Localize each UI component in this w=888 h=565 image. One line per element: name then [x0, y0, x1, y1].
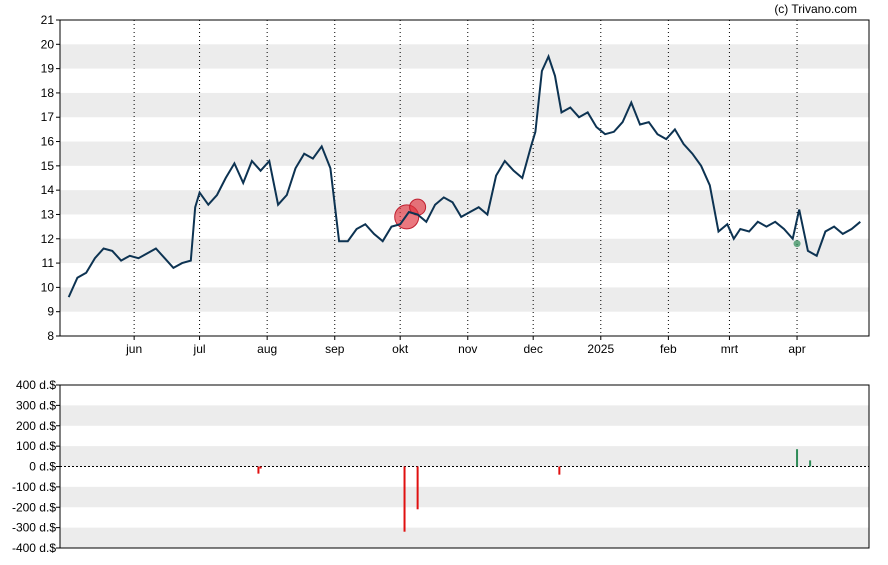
y-tick-label: -400 d.$: [12, 541, 56, 555]
y-tick-label: 14: [41, 183, 55, 197]
y-tick-label: 20: [41, 37, 55, 51]
y-tick-label: 16: [41, 135, 55, 149]
price-chart-bands: [60, 44, 869, 312]
y-tick-label: 100 d.$: [16, 439, 56, 453]
volume-chart-bands: [60, 405, 869, 548]
price-band: [60, 141, 869, 166]
x-tick-label: jul: [193, 342, 206, 356]
x-tick-label: okt: [392, 342, 409, 356]
insider-sell-bar: [257, 466, 260, 474]
price-band: [60, 190, 869, 215]
y-tick-label: 300 d.$: [16, 398, 56, 412]
x-tick-label: dec: [524, 342, 543, 356]
x-tick-label: aug: [257, 342, 277, 356]
y-tick-label: 400 d.$: [16, 378, 56, 392]
price-chart-axes: [59, 19, 870, 337]
volume-chart-y-tick-labels: -400 d.$ -300 d.$ -200 d.$ -100 d.$ 0 d.$ 100…: [12, 378, 60, 555]
volume-band: [60, 405, 869, 426]
y-tick-label: -100 d.$: [12, 480, 56, 494]
x-tick-label: sep: [325, 342, 345, 356]
y-tick-label: 0 d.$: [29, 460, 56, 474]
volume-chart-bars: [257, 449, 812, 532]
y-tick-label: 10: [41, 280, 55, 294]
volume-band: [60, 446, 869, 467]
y-tick-label: 9: [47, 305, 54, 319]
x-tick-label: apr: [788, 342, 805, 356]
y-tick-label: 21: [41, 13, 55, 27]
x-tick-label: 2025: [587, 342, 614, 356]
x-tick-label: feb: [660, 342, 677, 356]
price-chart-y-tick-labels: 8 9 10 11 12 13 14 15 16 17 18 19 20 21: [41, 13, 60, 343]
y-tick-label: 13: [41, 207, 55, 221]
x-tick-label: jun: [125, 342, 142, 356]
y-tick-label: 11: [42, 256, 55, 270]
insider-buy-marker: [793, 240, 801, 248]
insider-sell-bar: [558, 466, 561, 475]
price-band: [60, 238, 869, 264]
y-tick-label: 200 d.$: [16, 419, 56, 433]
price-band: [60, 287, 869, 312]
insider-buy-bar: [809, 460, 812, 467]
price-band: [60, 92, 869, 118]
volume-band: [60, 527, 869, 548]
price-band: [60, 44, 869, 69]
volume-band: [60, 486, 869, 508]
y-tick-label: 18: [41, 86, 55, 100]
copyright-label: (c) Trivano.com: [774, 2, 857, 16]
x-tick-label: mrt: [721, 342, 739, 356]
y-tick-label: 15: [41, 159, 55, 173]
insider-sell-bar: [416, 466, 419, 510]
price-series-line: [67, 53, 861, 298]
y-tick-label: -200 d.$: [12, 500, 56, 514]
x-tick-label: nov: [458, 342, 477, 356]
insider-buy-bar: [796, 449, 799, 467]
insider-sell-bar: [403, 466, 406, 532]
insider-sell-bar: [259, 466, 262, 469]
y-tick-label: 17: [41, 110, 55, 124]
price-chart-month-gridlines: [133, 20, 798, 336]
price-chart-x-tick-labels: jun jul aug sep okt nov dec 2025 feb mrt apr: [125, 336, 806, 356]
y-tick-label: -300 d.$: [12, 521, 56, 535]
price-chart-frame: [59, 19, 870, 337]
y-tick-label: 19: [41, 62, 55, 76]
y-tick-label: 8: [47, 329, 54, 343]
y-tick-label: 12: [41, 232, 55, 246]
